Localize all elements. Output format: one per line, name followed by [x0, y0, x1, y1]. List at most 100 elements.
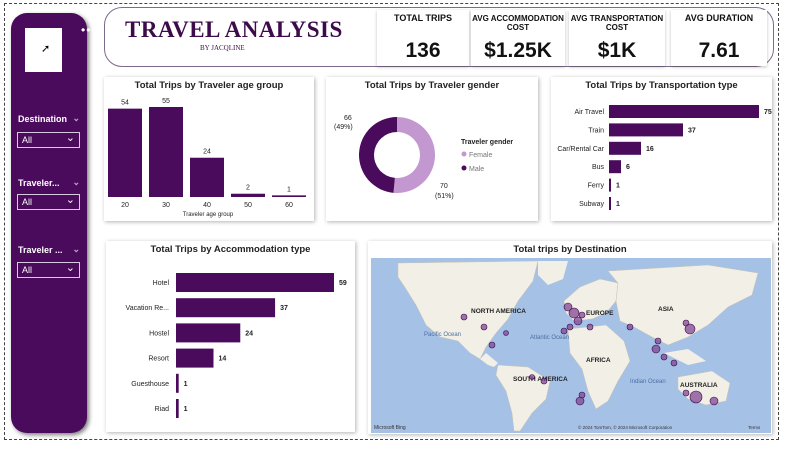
- chart-title: Total trips by Destination: [513, 244, 627, 255]
- gender-chart-card[interactable]: Total Trips by Traveler gender 70 (51%) 66…: [326, 77, 538, 221]
- accommodation-bar[interactable]: [176, 273, 334, 292]
- plane-icon: ➚: [41, 43, 51, 55]
- accommodation-bar[interactable]: [176, 323, 241, 343]
- accommodation-chart-card[interactable]: Total Trips by Accommodation type Hotel 5…: [106, 241, 355, 432]
- legend-marker: [461, 151, 467, 157]
- age-bar[interactable]: [190, 157, 224, 197]
- transport-bar[interactable]: [609, 160, 621, 174]
- accommodation-category-label: Hostel: [149, 330, 169, 337]
- filter-sidebar: ➚ ••• Destination ⌄ All ⌄ Traveler... ⌄ All…: [11, 13, 96, 433]
- south-america-land: [495, 364, 551, 432]
- more-options-icon[interactable]: •••: [81, 23, 97, 37]
- asia-land: [607, 264, 759, 346]
- destination-bubble[interactable]: [575, 396, 585, 406]
- destination-bubble[interactable]: [568, 307, 580, 319]
- destination-map-card[interactable]: Total trips by Destination NORTH AMERICA…: [368, 241, 772, 434]
- kpi-value: 7.61: [698, 39, 740, 62]
- destination-bubble[interactable]: [654, 337, 662, 345]
- transport-bar[interactable]: [609, 105, 759, 118]
- age-bar[interactable]: [108, 108, 142, 197]
- age-bar[interactable]: [231, 193, 265, 197]
- age-group-chart: 54 20 55 30 24 40 2 50 1 60 Traveler age group: [108, 98, 306, 218]
- transport-value-label: 1: [616, 183, 620, 190]
- transport-category-label: Ferry: [588, 183, 605, 190]
- kpi-label: TOTAL TRIPS: [393, 13, 452, 23]
- traveler-dropdown-1[interactable]: All ⌄: [17, 194, 80, 210]
- age-tick-label: 40: [203, 202, 211, 209]
- accommodation-bar[interactable]: [176, 373, 179, 393]
- chevron-down-icon[interactable]: ⌄: [72, 177, 80, 187]
- kpi-value: 136: [405, 39, 441, 62]
- kpi-total-trips[interactable]: TOTAL TRIPS 136: [377, 10, 469, 66]
- accommodation-bar[interactable]: [176, 348, 214, 368]
- destination-bubble[interactable]: [689, 390, 703, 404]
- destination-bubble[interactable]: [660, 353, 668, 361]
- destination-bubble[interactable]: [682, 389, 690, 397]
- destination-bubble[interactable]: [573, 316, 583, 326]
- map-label: SOUTH AMERICA: [513, 376, 568, 383]
- transport-bar[interactable]: [609, 197, 611, 210]
- kpi-label: AVG ACCOMMODATION COST: [472, 14, 564, 32]
- destination-dropdown[interactable]: All ⌄: [17, 132, 80, 148]
- age-group-chart-card[interactable]: Total Trips by Traveler age group 54 20 55…: [104, 77, 314, 221]
- gender-legend-title: Traveler gender: [461, 139, 513, 146]
- destination-bubble[interactable]: [651, 344, 661, 354]
- destination-bubble[interactable]: [540, 377, 548, 385]
- transport-category-label: Bus: [592, 164, 605, 171]
- chevron-down-icon[interactable]: ⌄: [72, 244, 80, 254]
- destination-bubble[interactable]: [480, 323, 488, 331]
- accommodation-value-label: 14: [218, 356, 226, 363]
- accommodation-bar[interactable]: [176, 399, 179, 418]
- transport-bar[interactable]: [609, 178, 611, 192]
- traveler-dropdown-2[interactable]: All ⌄: [17, 262, 80, 278]
- accommodation-value-label: 1: [184, 381, 188, 388]
- destination-bubble[interactable]: [460, 313, 468, 321]
- transport-category-label: Subway: [579, 201, 604, 208]
- map-terms-link[interactable]: Terms: [748, 425, 761, 430]
- age-bar-label: 54: [121, 100, 129, 107]
- destination-bubble[interactable]: [503, 330, 509, 336]
- africa-land: [567, 324, 631, 410]
- kpi-avg-duration[interactable]: AVG DURATION 7.61: [671, 10, 767, 66]
- kpi-label: AVG DURATION: [684, 13, 754, 23]
- kpi-avg-accommodation-cost[interactable]: AVG ACCOMMODATION COST $1.25K: [471, 10, 565, 66]
- transport-bar[interactable]: [609, 141, 641, 155]
- transport-category-label: Car/Rental Car: [557, 146, 604, 153]
- destination-bubble[interactable]: [578, 311, 586, 319]
- destination-bubble[interactable]: [670, 359, 678, 367]
- destination-bubble[interactable]: [560, 327, 568, 335]
- accommodation-category-label: Vacation Re...: [126, 305, 170, 312]
- destination-bubble[interactable]: [529, 374, 535, 380]
- accommodation-bar[interactable]: [176, 298, 276, 318]
- age-tick-label: 60: [285, 202, 293, 209]
- age-bar[interactable]: [149, 107, 183, 197]
- destination-bubble[interactable]: [626, 323, 634, 331]
- accommodation-category-label: Riad: [155, 406, 170, 413]
- destination-bubble[interactable]: [488, 341, 496, 349]
- destination-map[interactable]: NORTH AMERICA EUROPE ASIA AFRICA SOUTH A…: [368, 241, 772, 434]
- chevron-down-icon: ⌄: [65, 262, 75, 274]
- chevron-down-icon[interactable]: ⌄: [72, 113, 80, 123]
- age-bar-label: 24: [203, 149, 211, 156]
- kpi-label: AVG TRANSPORTATION COST: [570, 14, 664, 32]
- destination-bubble[interactable]: [709, 396, 719, 406]
- transportation-chart-card[interactable]: Total Trips by Transportation type Air T…: [551, 77, 772, 221]
- transport-bar[interactable]: [609, 123, 683, 137]
- traveler-slicer-label-1: Traveler... ⌄: [18, 177, 80, 188]
- accommodation-value-label: 1: [184, 406, 188, 413]
- kpi-avg-transportation-cost[interactable]: AVG TRANSPORTATION COST $1K: [569, 10, 665, 66]
- gender-data-label: 70: [440, 183, 448, 190]
- kpi-value: $1K: [597, 39, 637, 62]
- destination-bubble[interactable]: [563, 302, 573, 312]
- destination-bubble[interactable]: [586, 323, 594, 331]
- age-bar[interactable]: [272, 195, 306, 197]
- transport-value-label: 6: [626, 164, 630, 171]
- destination-bubble[interactable]: [566, 323, 574, 331]
- gender-donut-chart: 70 (51%) 66 (49%) Traveler gender Female Male: [334, 115, 513, 200]
- gender-slice[interactable]: [359, 117, 397, 193]
- destination-bubble[interactable]: [684, 323, 696, 335]
- destination-bubbles[interactable]: [460, 302, 719, 406]
- gender-slice[interactable]: [393, 117, 435, 193]
- map-label: ASIA: [658, 306, 674, 313]
- age-tick-label: 50: [244, 202, 252, 209]
